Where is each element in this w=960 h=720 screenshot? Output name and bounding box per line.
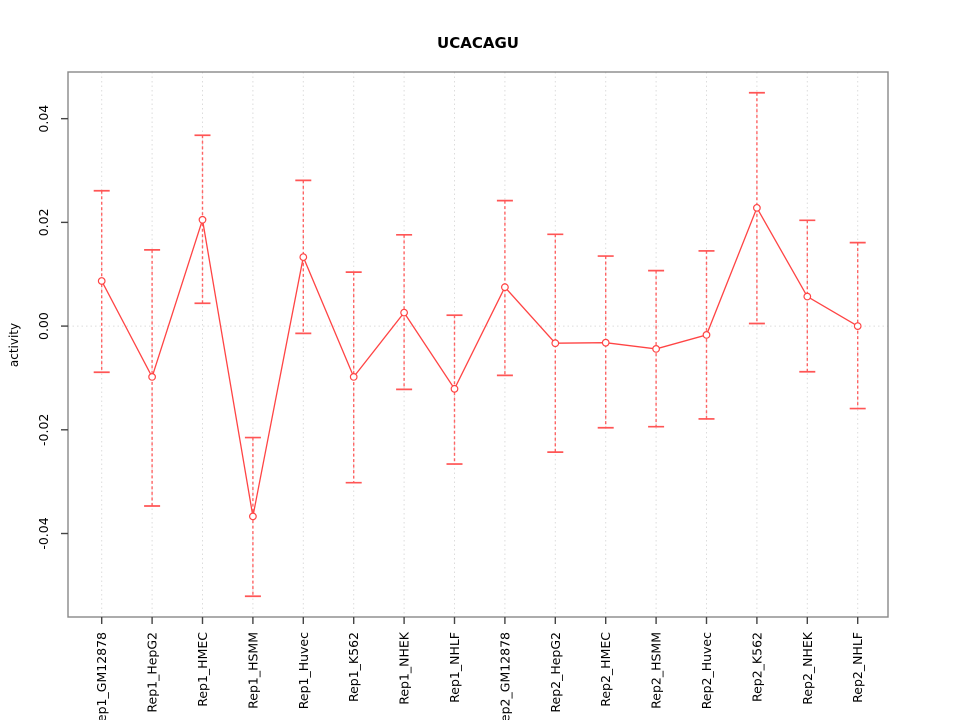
data-point	[248, 512, 257, 521]
data-point	[501, 283, 509, 292]
x-tick-label: Rep1_HMEC	[195, 632, 210, 707]
x-tick-label: Rep2_HMEC	[598, 632, 613, 707]
plot-box	[67, 71, 889, 618]
data-point	[198, 215, 207, 224]
x-tick-label: Rep1_NHLF	[447, 632, 462, 703]
data-point	[349, 373, 358, 381]
data-point	[450, 384, 459, 393]
data-point	[753, 203, 761, 212]
data-point	[148, 373, 157, 381]
x-tick-label: Rep2_NHEK	[800, 631, 815, 705]
x-tick-label: Rep2_GM12878	[497, 632, 512, 720]
y-tick-label: -0.02	[36, 414, 51, 446]
x-tick-label: Rep2_NHLF	[850, 632, 865, 703]
x-tick-label: Rep1_GM12878	[94, 632, 109, 720]
x-tick-label: Rep2_HepG2	[548, 632, 563, 713]
x-tick-label: Rep1_K562	[346, 632, 361, 702]
chart-title: UCACAGU	[437, 34, 519, 52]
x-tick-label: Rep1_Huvec	[296, 632, 311, 709]
x-tick-label: Rep1_HSMM	[245, 632, 260, 709]
data-point	[702, 331, 711, 339]
y-tick-label: 0.00	[36, 312, 51, 340]
y-tick-label: 0.02	[36, 208, 51, 236]
data-point	[652, 345, 660, 353]
y-axis-label: activity	[7, 322, 21, 368]
x-tick-label: Rep2_Huvec	[699, 632, 714, 709]
data-point	[601, 338, 610, 347]
y-tick-label: -0.04	[36, 517, 51, 549]
data-point	[803, 292, 812, 301]
data-point	[299, 253, 308, 262]
x-tick-label: Rep2_HSMM	[649, 632, 664, 709]
x-tick-label: Rep1_NHEK	[397, 631, 412, 705]
data-point	[551, 339, 560, 348]
data-point	[853, 322, 862, 330]
x-tick-label: Rep2_K562	[749, 632, 764, 702]
x-tick-label: Rep1_HepG2	[145, 632, 160, 713]
data-point	[97, 277, 106, 285]
series-line	[101, 206, 859, 517]
data-point	[400, 308, 409, 317]
y-tick-label: 0.04	[36, 105, 51, 133]
